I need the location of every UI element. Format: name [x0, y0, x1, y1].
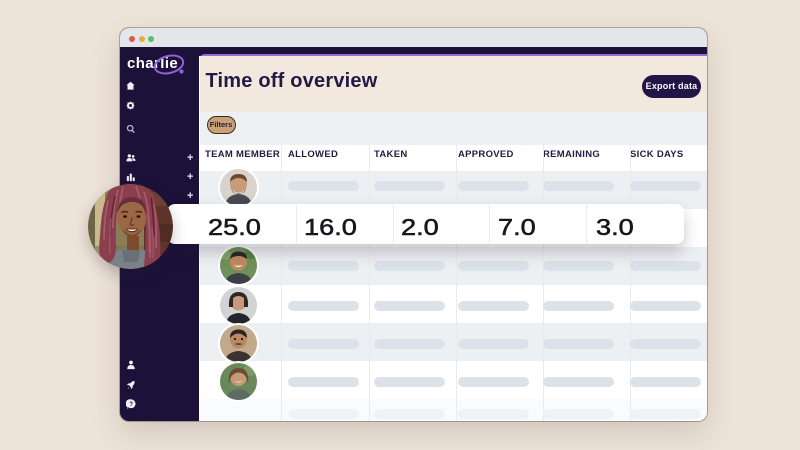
svg-text:?: ? — [129, 401, 133, 408]
